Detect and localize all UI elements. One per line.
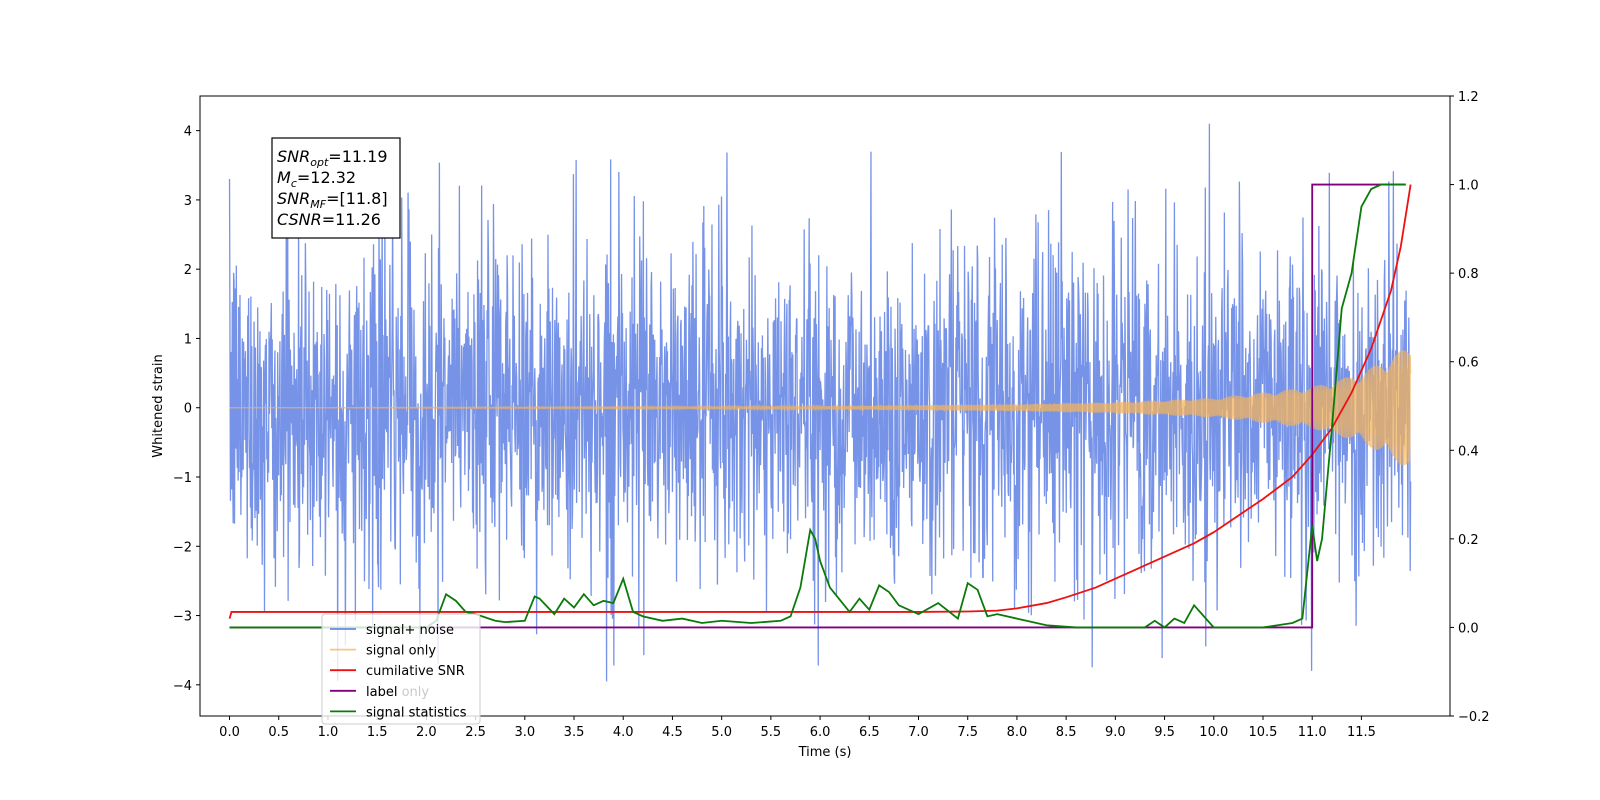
y-tick-label: 3 bbox=[184, 194, 192, 209]
y2-tick-label: 0.2 bbox=[1458, 533, 1479, 548]
x-tick-label: 4.5 bbox=[662, 725, 683, 740]
x-tick-label: 0.5 bbox=[268, 725, 289, 740]
annotation-line: Mc=12.32 bbox=[277, 168, 356, 190]
y2-tick-label: 1.0 bbox=[1458, 179, 1479, 194]
x-tick-label: 11.0 bbox=[1298, 725, 1327, 740]
y-tick-label: −3 bbox=[173, 610, 192, 625]
y2-tick-label: 0.0 bbox=[1458, 621, 1479, 636]
x-tick-label: 1.5 bbox=[367, 725, 388, 740]
x-tick-label: 7.0 bbox=[908, 725, 929, 740]
annotation-line: SNRopt=11.19 bbox=[277, 147, 388, 169]
legend-label: label bbox=[366, 685, 397, 700]
x-tick-label: 6.0 bbox=[810, 725, 831, 740]
legend-label: signal+ noise bbox=[366, 623, 454, 638]
x-tick-label: 4.0 bbox=[613, 725, 634, 740]
signal-noise-line bbox=[228, 123, 1412, 682]
right-axis-series bbox=[228, 183, 1412, 629]
x-tick-label: 2.5 bbox=[465, 725, 486, 740]
legend-label: signal only bbox=[366, 644, 436, 659]
y2-tick-label: 0.6 bbox=[1458, 356, 1479, 371]
x-tick-label: 3.5 bbox=[564, 725, 585, 740]
annotation-frame bbox=[271, 137, 401, 239]
annotation-line: SNRMF=[11.8] bbox=[277, 189, 388, 211]
x-tick-label: 5.0 bbox=[711, 725, 732, 740]
plot-area bbox=[228, 123, 1412, 682]
legend-ghost-label: label only bbox=[366, 685, 429, 700]
x-tick-label: 2.0 bbox=[416, 725, 437, 740]
legend-label: signal statistics bbox=[366, 705, 467, 720]
x-tick-label: 8.5 bbox=[1056, 725, 1077, 740]
y2-tick-label: 1.2 bbox=[1458, 90, 1479, 105]
x-tick-label: 10.5 bbox=[1249, 725, 1278, 740]
y-tick-label: 2 bbox=[184, 263, 192, 278]
y-tick-label: −2 bbox=[173, 540, 192, 555]
legend: label only signal statistics signal+ nois… bbox=[321, 613, 481, 725]
signal-statistics-line bbox=[229, 183, 1406, 629]
x-axis-title: Time (s) bbox=[798, 745, 852, 760]
x-tick-label: 9.0 bbox=[1105, 725, 1126, 740]
signal-only-series bbox=[229, 350, 1412, 466]
y-tick-label: 1 bbox=[184, 332, 192, 347]
x-tick-label: 6.5 bbox=[859, 725, 880, 740]
legend-frame bbox=[321, 613, 481, 725]
x-axis: 0.0 0.5 1.0 1.5 2.0 2.5 3.0 3.5 4.0 4.5 5.0 5.5 6.0 6… bbox=[219, 716, 1376, 740]
x-tick-label: 11.5 bbox=[1347, 725, 1376, 740]
legend-ghost-label: signal statistics bbox=[366, 706, 467, 721]
x-tick-label: 5.5 bbox=[761, 725, 782, 740]
legend-label: cumilative SNR bbox=[366, 664, 465, 679]
y2-tick-label: −0.2 bbox=[1458, 710, 1490, 725]
y-tick-label: 4 bbox=[184, 125, 192, 140]
annotation-line: CSNR=11.26 bbox=[277, 210, 381, 229]
y2-tick-label: 0.8 bbox=[1458, 267, 1479, 282]
signal-noise-series bbox=[228, 123, 1412, 682]
x-tick-label: 9.5 bbox=[1154, 725, 1175, 740]
x-tick-label: 0.0 bbox=[219, 725, 240, 740]
axes-frame bbox=[199, 95, 1451, 717]
y-axis-right: −0.2 0.0 0.2 0.4 0.6 0.8 1.0 1.2 bbox=[1450, 90, 1490, 725]
x-tick-label: 8.0 bbox=[1007, 725, 1028, 740]
y2-tick-label: 0.4 bbox=[1458, 444, 1479, 459]
y-axis-left: −4 −3 −2 −1 0 1 2 3 4 bbox=[173, 125, 200, 694]
x-tick-label: 3.0 bbox=[514, 725, 535, 740]
y-axis-title: Whitened strain bbox=[151, 354, 166, 457]
y-tick-label: −1 bbox=[173, 471, 192, 486]
stats-annotation-box: SNRopt=11.19Mc=12.32SNRMF=[11.8]CSNR=11.… bbox=[271, 137, 401, 239]
x-tick-label: 1.0 bbox=[318, 725, 339, 740]
y-tick-label: 0 bbox=[184, 402, 192, 417]
cumilative-snr-line bbox=[228, 184, 1412, 619]
x-tick-label: 7.5 bbox=[957, 725, 978, 740]
x-tick-label: 10.0 bbox=[1199, 725, 1228, 740]
signal-only-line bbox=[229, 350, 1412, 466]
label-line bbox=[229, 183, 1406, 629]
y-tick-label: −4 bbox=[173, 679, 192, 694]
